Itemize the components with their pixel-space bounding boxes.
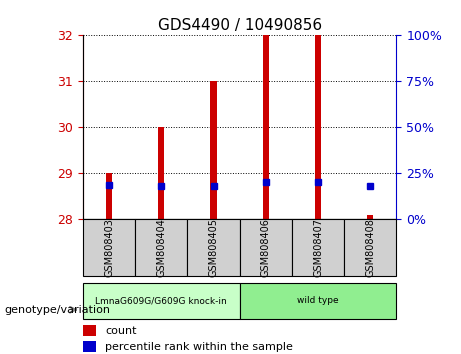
Bar [158,127,165,219]
Text: percentile rank within the sample: percentile rank within the sample [105,342,293,352]
FancyBboxPatch shape [344,219,396,276]
Text: wild type: wild type [297,296,339,306]
Bar [315,35,321,219]
Bar [106,173,112,219]
FancyBboxPatch shape [83,219,135,276]
FancyBboxPatch shape [292,219,344,276]
Bar [83,341,95,353]
Bar [211,81,217,219]
Text: GSM808408: GSM808408 [365,218,375,277]
Text: genotype/variation: genotype/variation [5,305,111,315]
Bar [367,215,373,219]
FancyBboxPatch shape [240,283,396,319]
Text: GSM808405: GSM808405 [208,218,219,277]
Text: GSM808403: GSM808403 [104,218,114,277]
Text: count: count [105,326,136,336]
FancyBboxPatch shape [188,219,240,276]
Text: GSM808404: GSM808404 [156,218,166,277]
Text: GDS4490 / 10490856: GDS4490 / 10490856 [158,18,322,33]
Text: LmnaG609G/G609G knock-in: LmnaG609G/G609G knock-in [95,296,227,306]
Text: GSM808406: GSM808406 [261,218,271,277]
FancyBboxPatch shape [83,283,240,319]
Text: GSM808407: GSM808407 [313,218,323,277]
FancyBboxPatch shape [240,219,292,276]
Bar [263,35,269,219]
FancyBboxPatch shape [135,219,188,276]
Bar [83,325,95,336]
